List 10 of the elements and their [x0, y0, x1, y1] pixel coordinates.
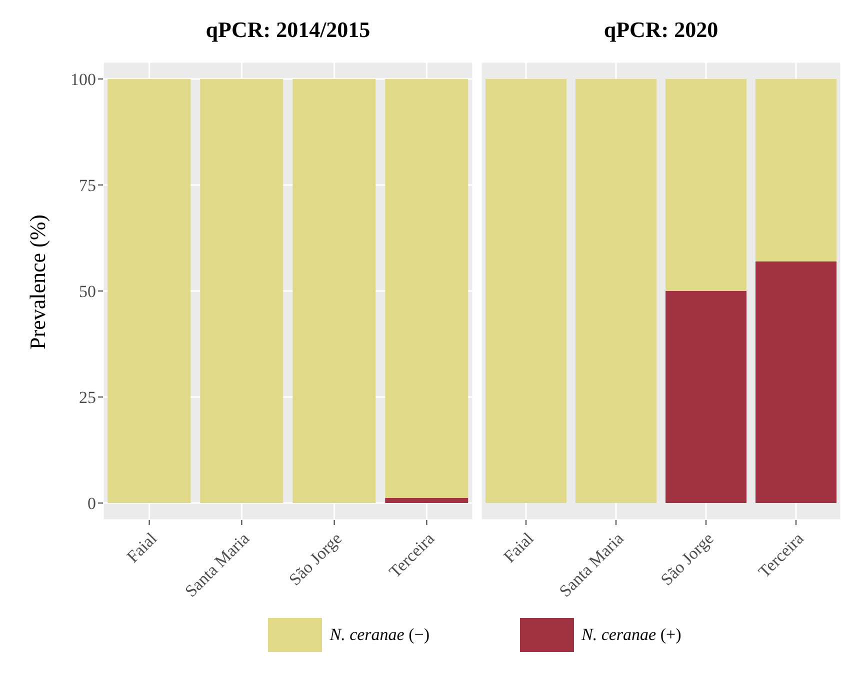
chart-title: qPCR: 2014/2015 [204, 16, 372, 44]
legend-label: N. ceranae (+) [582, 625, 682, 645]
y-tick-label: 50 [79, 282, 96, 302]
y-axis-title: Prevalence (%) [25, 214, 51, 350]
y-tick-label: 25 [79, 388, 96, 408]
y-tick-label: 0 [88, 494, 96, 514]
legend-label: N. ceranae (−) [330, 625, 430, 645]
y-tick-label: 75 [79, 176, 96, 196]
y-tick-label: 100 [70, 70, 96, 89]
chart-title: qPCR: 2020 [602, 16, 720, 44]
